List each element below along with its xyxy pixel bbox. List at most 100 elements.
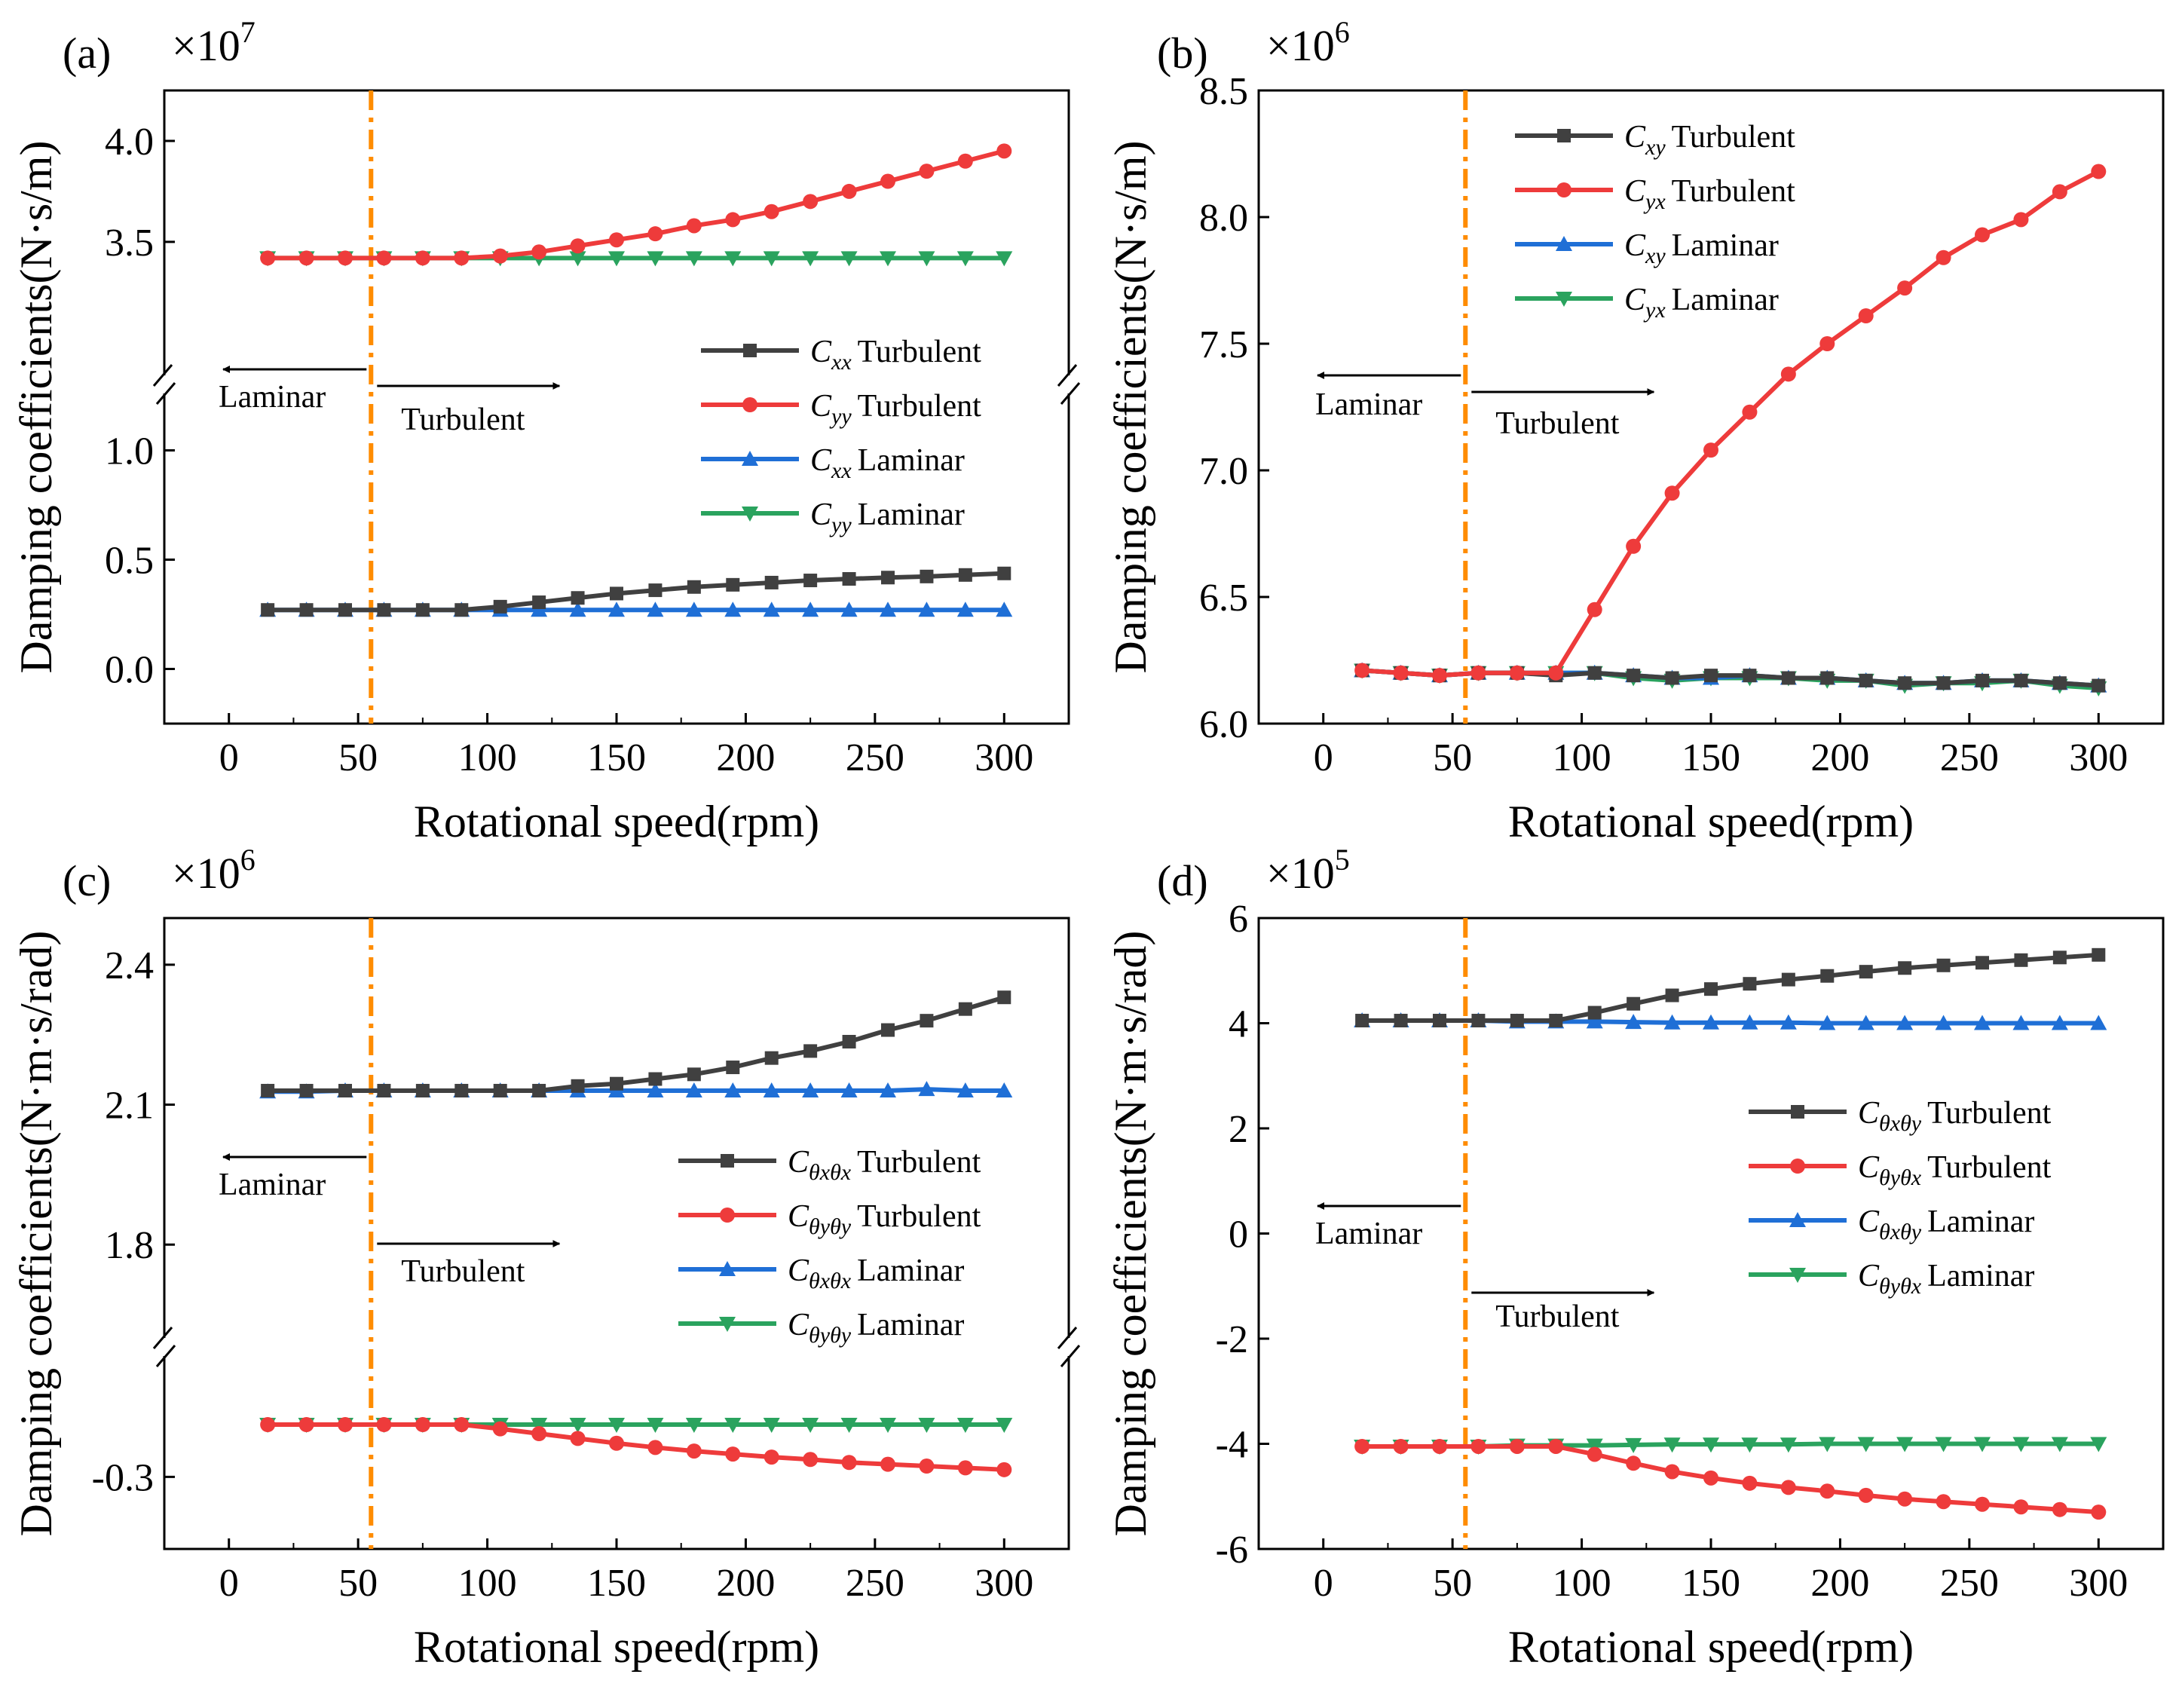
data-point — [1791, 1105, 1804, 1119]
series-turbulent-1 — [260, 1417, 1012, 1477]
data-point — [647, 1418, 664, 1434]
panel-label: (c) — [63, 856, 111, 905]
data-point — [1819, 1437, 1836, 1452]
legend-label: Laminar — [1672, 283, 1779, 317]
legend-symbol: C — [1624, 120, 1646, 155]
data-point — [1858, 308, 1874, 324]
x-tick-label: 50 — [338, 736, 378, 779]
data-point — [725, 212, 741, 228]
data-point — [338, 250, 353, 266]
data-point — [1936, 958, 1951, 972]
axis-break-mark-right — [1057, 364, 1078, 387]
data-point — [1510, 1014, 1524, 1028]
legend-label: Turbulent — [1672, 174, 1795, 209]
series-turbulent-1 — [1354, 164, 2107, 684]
data-point — [1974, 1015, 1991, 1030]
data-point — [1354, 663, 1370, 678]
data-point — [956, 251, 974, 267]
data-point — [1780, 1480, 1796, 1495]
data-point — [1355, 1014, 1369, 1028]
data-point — [608, 601, 625, 617]
legend-symbol: C — [788, 1199, 809, 1234]
data-point — [880, 251, 896, 267]
data-point — [764, 204, 779, 219]
legend-label: Turbulent — [1927, 1096, 2051, 1131]
x-tick-label: 200 — [1810, 1562, 1869, 1605]
data-point — [802, 251, 819, 267]
data-point — [260, 1417, 276, 1433]
legend-symbol: C — [1624, 174, 1646, 209]
legend-entry: Cθyθy Turbulent — [788, 1199, 981, 1239]
axis-multiplier: ×107 — [172, 15, 256, 70]
data-point — [1627, 996, 1641, 1011]
data-point — [880, 173, 895, 189]
data-point — [1859, 965, 1873, 979]
data-point — [415, 250, 430, 266]
x-tick-label: 0 — [1314, 736, 1333, 779]
data-point — [1556, 236, 1572, 251]
legend-symbol: C — [810, 335, 832, 369]
x-tick-label: 250 — [846, 1562, 904, 1605]
data-point — [1819, 1015, 1836, 1030]
data-point — [996, 1418, 1013, 1434]
x-tick-label: 100 — [1553, 1562, 1611, 1605]
data-point — [881, 1023, 895, 1037]
data-point — [1354, 1438, 1370, 1454]
data-point — [1509, 665, 1525, 681]
data-point — [1665, 988, 1679, 1002]
legend-symbol: C — [810, 389, 832, 424]
data-point — [610, 586, 623, 601]
data-point — [996, 1082, 1013, 1097]
y-tick-label: -0.3 — [92, 1456, 154, 1499]
data-point — [1935, 1015, 1952, 1030]
data-point — [880, 1418, 896, 1434]
data-point — [1626, 1455, 1642, 1471]
axis-multiplier-exponent: 7 — [240, 15, 256, 49]
data-point — [2092, 947, 2106, 962]
y-tick-label: 4 — [1229, 1003, 1248, 1046]
data-point — [803, 1452, 819, 1468]
data-point — [1975, 673, 1989, 687]
series-turbulent-0 — [261, 566, 1011, 617]
data-point — [1704, 982, 1718, 996]
legend-subscript: xy — [1645, 135, 1666, 160]
data-point — [531, 244, 547, 260]
data-point — [803, 574, 818, 588]
data-point — [609, 232, 624, 248]
data-point — [1789, 1212, 1806, 1227]
y-tick-label: 6.0 — [1199, 703, 1248, 746]
data-point — [1975, 227, 1990, 243]
legend-label: Laminar — [857, 1253, 964, 1288]
data-point — [493, 599, 507, 614]
data-point — [1703, 1014, 1719, 1030]
x-axis-label: Rotational speed(rpm) — [1508, 797, 1914, 846]
data-point — [1819, 336, 1835, 351]
data-point — [726, 577, 740, 592]
x-tick-label: 0 — [1314, 1562, 1333, 1605]
legend-entry: Cθyθx Turbulent — [1858, 1150, 2052, 1190]
turbulent-annotation: Turbulent — [401, 403, 525, 437]
data-point — [802, 601, 819, 617]
axis-multiplier: ×105 — [1266, 843, 1350, 898]
x-tick-label: 150 — [587, 1562, 646, 1605]
data-point — [260, 250, 276, 266]
data-point — [1557, 129, 1571, 142]
data-point — [2013, 1499, 2029, 1515]
data-point — [532, 1083, 546, 1097]
legend-subscript: θyθy — [809, 1323, 852, 1348]
data-point — [299, 1083, 314, 1097]
data-point — [1664, 485, 1680, 501]
legend-label: Turbulent — [1672, 120, 1795, 155]
data-point — [492, 1421, 508, 1437]
legend-subscript: θyθx — [1879, 1165, 1922, 1190]
data-point — [1742, 1475, 1758, 1491]
data-point — [997, 990, 1011, 1005]
data-point — [1663, 1437, 1681, 1453]
legend-entry: Cyx Turbulent — [1624, 174, 1795, 214]
y-axis-label: Damping coefficients(N·s/m) — [1106, 140, 1155, 673]
data-point — [2090, 1015, 2107, 1030]
data-point — [920, 1014, 934, 1028]
data-point — [841, 1455, 857, 1471]
legend-subscript: θyθx — [1879, 1274, 1922, 1299]
